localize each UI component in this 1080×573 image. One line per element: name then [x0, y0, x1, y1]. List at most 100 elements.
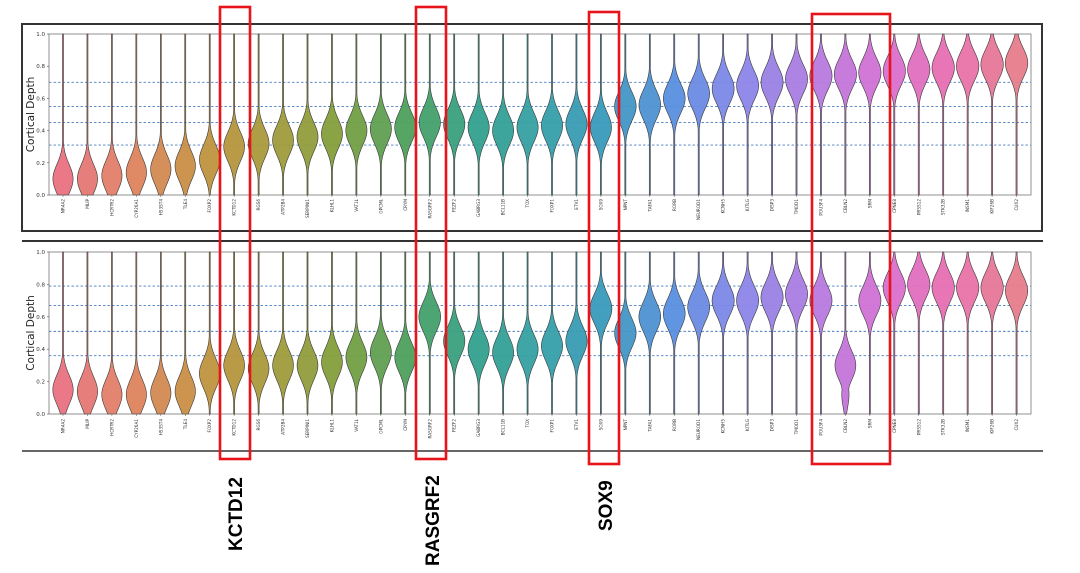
y-tick-label: 1.0 — [36, 250, 45, 256]
violin-klhl1 — [321, 33, 343, 196]
x-tick-label: NEUROD1 — [696, 199, 701, 220]
x-tick-label: ETV1 — [574, 419, 579, 430]
violin-hcrtr2 — [101, 251, 123, 415]
violin-disp3 — [760, 33, 784, 196]
violin-sox9 — [589, 33, 612, 196]
x-tick-label: NEUROD1 — [696, 419, 701, 440]
violin-serpini1 — [296, 33, 319, 196]
violin-hs3st4 — [150, 33, 172, 196]
x-tick-label: ATP2B4 — [281, 199, 286, 215]
violin-tox — [516, 251, 539, 415]
violin-tafa1 — [638, 251, 662, 415]
violin-hcrtr2 — [101, 33, 123, 196]
violin-stk32b — [931, 251, 955, 415]
violin-tafa1 — [638, 33, 661, 196]
x-tick-label: CUX2 — [1014, 199, 1019, 211]
violin-srm — [858, 251, 882, 415]
violin-cpne8 — [882, 33, 906, 196]
x-tick-label: GABRG3 — [476, 419, 481, 437]
violin-etv1 — [565, 251, 588, 415]
violin-tox — [516, 33, 539, 196]
x-tick-label: STK32B — [941, 419, 946, 435]
violin-neurod1 — [687, 251, 711, 415]
y-tick-label: 0.8 — [36, 64, 45, 70]
x-tick-label: TMOD1 — [794, 199, 799, 216]
violin-cbln2 — [833, 33, 857, 196]
x-tick-label: TLE4 — [183, 419, 188, 431]
x-tick-label: CYP26A1 — [134, 419, 139, 438]
violin-stk32b — [931, 33, 955, 196]
violin-rorb — [663, 33, 686, 196]
x-tick-label: KITLG — [745, 419, 750, 431]
x-tick-label: CRYM — [403, 199, 408, 211]
y-tick-label: 0.6 — [36, 96, 45, 102]
violin-mlip — [76, 251, 98, 415]
highlight-box-sox9 — [587, 10, 621, 466]
x-tick-label: SOX9 — [598, 199, 603, 211]
x-tick-label: KLHL1 — [329, 199, 334, 213]
callout-labels: KCTD12 RASGRF2 SOX9 — [226, 475, 617, 566]
violin-foxp1 — [541, 33, 563, 196]
y-tick-label: 0.8 — [36, 282, 45, 288]
x-tick-label: RORB — [672, 199, 677, 211]
top-violin-panel: 0.0 0.2 0.4 0.6 0.8 1.0 Cortical Depth NR4A2 MLI… — [21, 23, 1043, 232]
y-tick-label: 0.2 — [36, 161, 45, 167]
violin-etv1 — [565, 33, 588, 196]
highlight-box-rasgrf2 — [414, 5, 448, 461]
x-tick-label: CPNE8 — [892, 199, 897, 213]
violin-nr4a2 — [52, 33, 74, 196]
x-tick-label: SOX9 — [598, 419, 603, 431]
x-tick-label: RASGRF2 — [427, 199, 432, 219]
x-tick-label: TAFA1 — [647, 419, 652, 433]
violin-bcl11b — [492, 251, 514, 415]
violin-hs3st4 — [150, 251, 172, 415]
top-panel-frame — [21, 23, 1043, 232]
x-tick-label: KIF26B — [990, 199, 995, 214]
violin-tmod1 — [785, 33, 808, 196]
y-tick-label: 0.4 — [36, 129, 45, 135]
x-tick-label: CRYM — [403, 419, 408, 431]
x-tick-label: KCTD12 — [232, 199, 237, 216]
x-tick-label: FOXP2 — [207, 199, 212, 213]
x-tick-label: HS3ST4 — [158, 199, 163, 216]
x-tick-label: CBLN2 — [843, 419, 848, 433]
violin-tle4 — [174, 251, 196, 415]
violin-tmod1 — [785, 251, 808, 415]
violin-neurod1 — [687, 33, 711, 196]
violin-rorb — [663, 251, 686, 415]
violin-fezf2 — [443, 33, 466, 196]
y-tick-label: 0.6 — [36, 315, 45, 321]
violin-kcnh5 — [711, 33, 735, 196]
x-tick-label: POU3F4 — [818, 419, 823, 436]
x-tick-label: RGS6 — [256, 419, 261, 431]
violin-bcl11b — [492, 33, 514, 196]
x-tick-label: KITLG — [745, 199, 750, 211]
x-tick-label: NR4A2 — [61, 419, 66, 434]
x-tick-label: TOX — [525, 419, 530, 429]
violin-kctd12 — [223, 251, 245, 415]
x-tick-label: MLIP — [85, 419, 90, 429]
x-tick-label: RASGRF2 — [427, 419, 432, 439]
x-tick-label: HS3ST4 — [158, 419, 163, 436]
x-tick-label: NPNT — [623, 419, 628, 431]
x-tick-label: VAT1L — [354, 198, 359, 211]
x-tick-label: KCTD12 — [232, 419, 237, 436]
y-tick-label: 0.4 — [36, 347, 45, 353]
x-tick-label: FOXP1 — [550, 419, 555, 433]
y-tick-label: 0.0 — [36, 193, 45, 199]
violin-cux2 — [1004, 33, 1029, 196]
bottom-violin-panel: 0.0 0.2 0.4 0.6 0.8 1.0 Cortical Depth NR4A2 MLI… — [25, 250, 1032, 440]
x-tick-label: GABRG3 — [476, 199, 481, 217]
plot-area — [48, 251, 1032, 415]
x-tick-label: POU3F4 — [818, 199, 823, 216]
violin-atp2b4 — [272, 251, 294, 415]
x-tick-label: KCNH5 — [721, 419, 726, 434]
x-tick-label: ATP2B4 — [281, 419, 286, 435]
x-tick-label: KLHL1 — [329, 419, 334, 433]
highlight-box-pou3f4-cbln2-srm — [810, 12, 892, 466]
violin-sox9 — [589, 251, 613, 415]
x-tick-label: FEZF2 — [452, 199, 457, 212]
x-tick-label: INSM1 — [965, 419, 970, 433]
violin-cbln2 — [834, 251, 857, 415]
